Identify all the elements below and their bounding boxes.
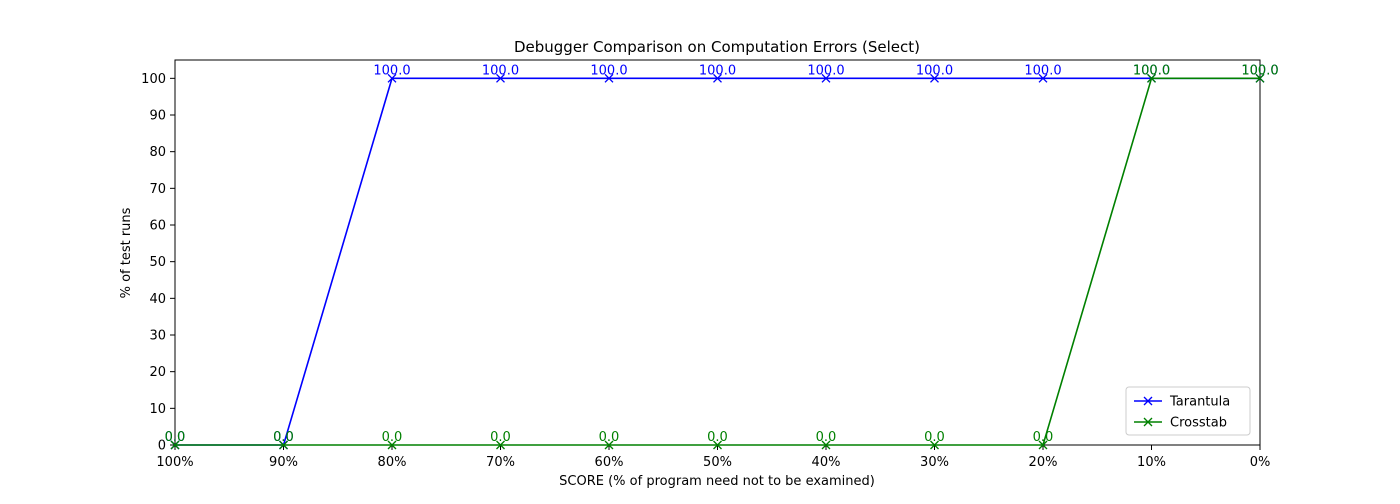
- data-point-crosstab: [279, 440, 288, 450]
- data-label-tarantula: 100.0: [1133, 63, 1170, 78]
- plot-frame: [174, 59, 1261, 446]
- x-axis-label: SCORE (% of program need not to be exami…: [559, 474, 875, 489]
- y-tick-label: 40: [149, 292, 166, 307]
- data-label-crosstab: 0.0: [924, 430, 945, 445]
- point-marker-stroke: [1255, 73, 1265, 83]
- point-marker-stroke: [496, 440, 505, 450]
- point-marker-stroke: [930, 440, 939, 450]
- y-tick-label: 70: [149, 182, 166, 197]
- data-point-tarantula: [1038, 73, 1048, 83]
- x-tick-label: 10%: [1137, 455, 1166, 470]
- point-marker-stroke: [1038, 73, 1048, 83]
- data-label-tarantula: 100.0: [807, 63, 844, 78]
- data-point-tarantula: [387, 73, 397, 83]
- y-tick-label: 0: [158, 439, 166, 454]
- legend-box: [1125, 386, 1251, 436]
- data-point-tarantula: [604, 73, 614, 83]
- data-label-tarantula: 100.0: [590, 63, 627, 78]
- data-label-crosstab: 0.0: [273, 430, 294, 445]
- data-point-crosstab: [387, 440, 397, 450]
- x-tick-label: 0%: [1250, 455, 1271, 470]
- legend-item-tarantula: Tarantula: [1134, 395, 1230, 410]
- data-point-tarantula: [930, 73, 939, 83]
- data-label-crosstab: 0.0: [1033, 430, 1054, 445]
- data-label-crosstab: 0.0: [816, 430, 837, 445]
- legend-marker: [1143, 417, 1153, 427]
- data-point-crosstab: [821, 440, 831, 450]
- data-label-tarantula: 100.0: [373, 63, 410, 78]
- data-label-crosstab: 0.0: [165, 430, 186, 445]
- y-tick-label: 10: [149, 402, 166, 417]
- point-marker-stroke: [496, 73, 505, 83]
- y-tick-label: 60: [149, 219, 166, 234]
- y-tick-label: 80: [149, 145, 166, 160]
- data-point-crosstab: [1255, 73, 1265, 83]
- data-label-tarantula: 100.0: [1024, 63, 1061, 78]
- data-label-crosstab: 0.0: [707, 430, 728, 445]
- x-tick-label: 100%: [156, 455, 193, 470]
- x-tick-label: 90%: [269, 455, 298, 470]
- point-marker-stroke: [713, 73, 722, 83]
- data-label-tarantula: 100.0: [916, 63, 953, 78]
- data-point-crosstab: [1147, 73, 1156, 83]
- x-tick-label: 50%: [703, 455, 732, 470]
- point-marker-stroke: [604, 440, 614, 450]
- data-label-crosstab: 100.0: [1241, 63, 1278, 78]
- point-marker-stroke: [604, 73, 614, 83]
- y-tick-label: 30: [149, 329, 166, 344]
- point-marker-stroke: [930, 73, 939, 83]
- point-marker-stroke: [387, 73, 397, 83]
- y-tick-label: 20: [149, 365, 166, 380]
- data-label-crosstab: 0.0: [382, 430, 403, 445]
- x-tick-label: 80%: [378, 455, 407, 470]
- point-marker-stroke: [279, 440, 288, 450]
- x-tick-label: 20%: [1029, 455, 1058, 470]
- y-axis-label: % of test runs: [119, 207, 134, 298]
- data-label-tarantula: 100.0: [1241, 63, 1278, 78]
- data-point-crosstab: [604, 440, 614, 450]
- data-point-tarantula: [713, 73, 722, 83]
- x-tick-label: 70%: [486, 455, 515, 470]
- point-marker-stroke: [387, 440, 397, 450]
- chart-title: Debugger Comparison on Computation Error…: [514, 38, 920, 56]
- legend: Tarantula Crosstab: [1125, 386, 1251, 436]
- data-label-tarantula: 0.0: [273, 430, 294, 445]
- data-point-tarantula: [496, 73, 505, 83]
- data-point-tarantula: [821, 73, 831, 83]
- point-marker-stroke: [1038, 440, 1048, 450]
- x-tick-label: 30%: [920, 455, 949, 470]
- legend-label: Tarantula: [1169, 395, 1230, 410]
- point-marker-stroke: [170, 440, 180, 450]
- data-label-crosstab: 0.0: [599, 430, 620, 445]
- data-label-tarantula: 100.0: [699, 63, 736, 78]
- y-tick-label: 50: [149, 255, 166, 270]
- data-label-crosstab: 100.0: [1133, 63, 1170, 78]
- data-point-crosstab: [930, 440, 939, 450]
- point-marker-stroke: [821, 73, 831, 83]
- x-tick-label: 40%: [812, 455, 841, 470]
- point-marker-stroke: [821, 440, 831, 450]
- plot-layer: 0 10 20 30 40 50 60 70 80 90 100 100% 90% 80% 70% 60% 50…: [141, 59, 1279, 470]
- data-label-tarantula: 0.0: [165, 430, 186, 445]
- data-point-crosstab: [1038, 440, 1048, 450]
- legend-label: Crosstab: [1170, 416, 1227, 431]
- point-marker-stroke: [713, 440, 722, 450]
- x-tick-label: 60%: [595, 455, 624, 470]
- legend-item-crosstab: Crosstab: [1134, 416, 1227, 431]
- data-label-tarantula: 100.0: [482, 63, 519, 78]
- legend-marker: [1143, 396, 1153, 406]
- data-label-crosstab: 0.0: [490, 430, 511, 445]
- data-point-crosstab: [713, 440, 722, 450]
- data-point-crosstab: [170, 440, 180, 450]
- data-point-crosstab: [496, 440, 505, 450]
- point-marker-stroke: [1147, 73, 1156, 83]
- y-tick-label: 90: [149, 109, 166, 124]
- y-tick-label: 100: [141, 72, 166, 87]
